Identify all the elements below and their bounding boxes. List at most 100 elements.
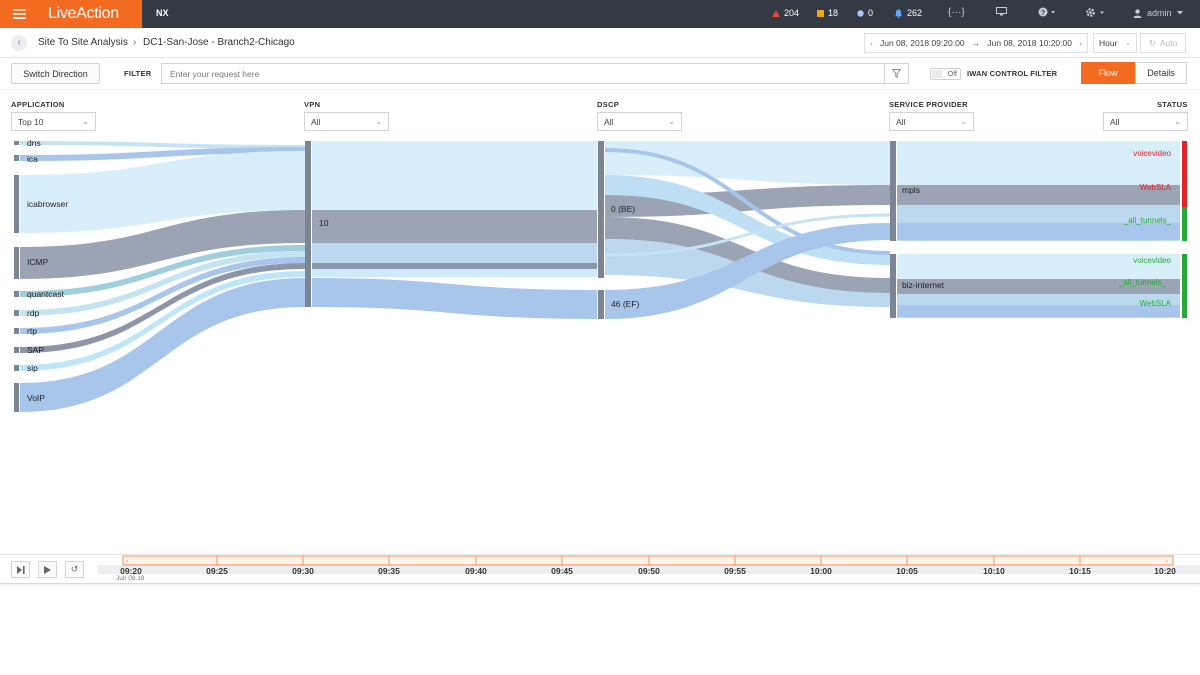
help-icon[interactable]: ?: [1038, 7, 1058, 20]
status-label-biz-websla: WebSLA: [1140, 299, 1172, 308]
chevron-down-icon: ⌄: [1125, 40, 1131, 47]
flow-sankey-diagram[interactable]: dns ica icabrowser ICMP quantcast rdp rt…: [0, 135, 1200, 420]
flow-mpls-websla[interactable]: [897, 185, 1180, 205]
flow-ica[interactable]: [20, 147, 305, 161]
node-rtp[interactable]: [14, 328, 19, 334]
breadcrumb-separator: ›: [133, 37, 137, 48]
timeline-track[interactable]: ‹ › 09:20 09:25 09:30 09:35 09:40 09:45 …: [98, 555, 1200, 585]
flow-be-mpls-light[interactable]: [605, 141, 890, 185]
node-rdp[interactable]: [14, 310, 19, 316]
auto-refresh-label: Auto: [1159, 38, 1178, 48]
step-forward-button[interactable]: [11, 561, 30, 578]
monitor-icon[interactable]: [996, 7, 1007, 19]
chevron-right-icon[interactable]: ›: [1079, 38, 1082, 48]
flow-mpls-voicevideo[interactable]: [897, 141, 1180, 185]
status-select[interactable]: All ⌄: [1103, 112, 1188, 131]
timeline-bar: ↺ ‹ › 09:20 09:25 09:30 09:35 09:40 09:4…: [0, 554, 1200, 584]
flow-biz-tunnels[interactable]: [897, 279, 1180, 294]
status-label-mpls-voicevideo: voicevideo: [1133, 149, 1171, 158]
status-bar-biz-green[interactable]: [1182, 254, 1187, 318]
hamburger-menu-button[interactable]: [0, 0, 38, 28]
chevron-down-icon: ⌄: [375, 117, 382, 126]
node-provider-mpls[interactable]: [890, 141, 896, 241]
filter-apply-button[interactable]: [885, 63, 909, 84]
flow-vpn-be-gray[interactable]: [312, 210, 597, 243]
auto-refresh-button[interactable]: ↻ Auto: [1140, 33, 1186, 53]
flow-icmp[interactable]: [20, 210, 305, 279]
dscp-header: DSCP: [597, 100, 620, 109]
warning-alerts[interactable]: 18: [817, 8, 838, 18]
flow-vpn-be-light[interactable]: [312, 141, 597, 210]
flow-sip[interactable]: [20, 271, 305, 371]
app-to-vpn-flows: [20, 141, 305, 412]
square-warning-icon: [817, 9, 824, 17]
node-icmp[interactable]: [14, 247, 19, 279]
timeline-axis: ‹ ›: [98, 555, 1200, 574]
dscp-select-value: All: [604, 116, 614, 127]
triangle-alert-icon: [772, 9, 780, 17]
info-alerts[interactable]: 0: [857, 8, 873, 18]
play-button[interactable]: [38, 561, 57, 578]
flow-voip[interactable]: [20, 278, 305, 412]
flow-quantcast[interactable]: [20, 245, 305, 297]
notifications[interactable]: 262: [894, 8, 922, 18]
status-bar-mpls-green[interactable]: [1182, 207, 1187, 241]
node-ica[interactable]: [14, 155, 19, 161]
user-menu[interactable]: admin: [1133, 8, 1183, 18]
flow-rtp[interactable]: [20, 257, 305, 334]
tab-flow[interactable]: Flow: [1081, 62, 1135, 84]
bell-icon: [894, 9, 903, 18]
dscp-select[interactable]: All ⌄: [597, 112, 682, 131]
flow-vpn-be-sip[interactable]: [312, 269, 597, 277]
flow-be-biz-light[interactable]: [605, 175, 890, 265]
flow-vpn-be-sap[interactable]: [312, 263, 597, 269]
node-dscp-be[interactable]: [598, 141, 604, 278]
app-label-quantcast: quantcast: [27, 289, 64, 299]
node-dns[interactable]: [14, 141, 19, 145]
flow-be-biz-gray[interactable]: [605, 217, 890, 293]
node-sip[interactable]: [14, 365, 19, 371]
node-icabrowser[interactable]: [14, 175, 19, 233]
application-nodes: [14, 141, 19, 412]
flow-sap[interactable]: [20, 263, 305, 353]
chevron-left-icon[interactable]: ‹: [870, 38, 873, 48]
breadcrumb-section[interactable]: Site To Site Analysis: [38, 37, 128, 48]
back-button[interactable]: ‹: [11, 35, 27, 51]
application-select[interactable]: Top 10 ⌄: [11, 112, 96, 131]
time-range-picker[interactable]: ‹ Jun 08, 2018 09:20:00 → Jun 08, 2018 1…: [864, 33, 1088, 53]
chevron-left-icon: ‹: [17, 37, 21, 48]
flow-mpls-tunnels-blue[interactable]: [897, 223, 1180, 240]
liveaction-logo[interactable]: LiveAction: [38, 0, 142, 28]
flow-icabrowser[interactable]: [20, 151, 305, 233]
flow-vpn-ef[interactable]: [312, 278, 597, 319]
flow-biz-websla-blue[interactable]: [897, 305, 1180, 317]
filter-input[interactable]: Enter your request here: [161, 63, 885, 84]
node-sap[interactable]: [14, 347, 19, 353]
flow-biz-voicevideo[interactable]: [897, 254, 1180, 279]
node-quantcast[interactable]: [14, 291, 19, 297]
node-voip[interactable]: [14, 383, 19, 412]
critical-alerts-count: 204: [784, 8, 800, 18]
service-provider-select[interactable]: All ⌄: [889, 112, 974, 131]
critical-alerts[interactable]: 204: [772, 8, 799, 18]
tab-details[interactable]: Details: [1135, 62, 1187, 84]
granularity-select[interactable]: Hour ⌄: [1093, 33, 1137, 53]
flow-dns[interactable]: [20, 141, 305, 149]
reset-button[interactable]: ↺: [65, 561, 84, 578]
gear-icon[interactable]: [1085, 7, 1107, 21]
flow-ef-mpls[interactable]: [605, 223, 890, 319]
vpn-select-value: All: [311, 116, 321, 127]
flow-rdp[interactable]: [20, 251, 305, 316]
switch-direction-button[interactable]: Switch Direction: [11, 63, 100, 84]
node-vpn-10[interactable]: [305, 141, 311, 307]
flow-be-thin2[interactable]: [604, 213, 891, 257]
hamburger-icon: [12, 9, 26, 19]
timeline-tick: 09:50: [638, 566, 660, 576]
flow-be-mpls-thin[interactable]: [604, 148, 891, 255]
status-bar-mpls-red[interactable]: [1182, 141, 1187, 207]
code-icon[interactable]: {···}: [948, 7, 965, 18]
node-dscp-ef[interactable]: [598, 290, 604, 319]
vpn-select[interactable]: All ⌄: [304, 112, 389, 131]
node-provider-biz-internet[interactable]: [890, 254, 896, 318]
iwan-control-toggle[interactable]: Off: [930, 68, 961, 80]
